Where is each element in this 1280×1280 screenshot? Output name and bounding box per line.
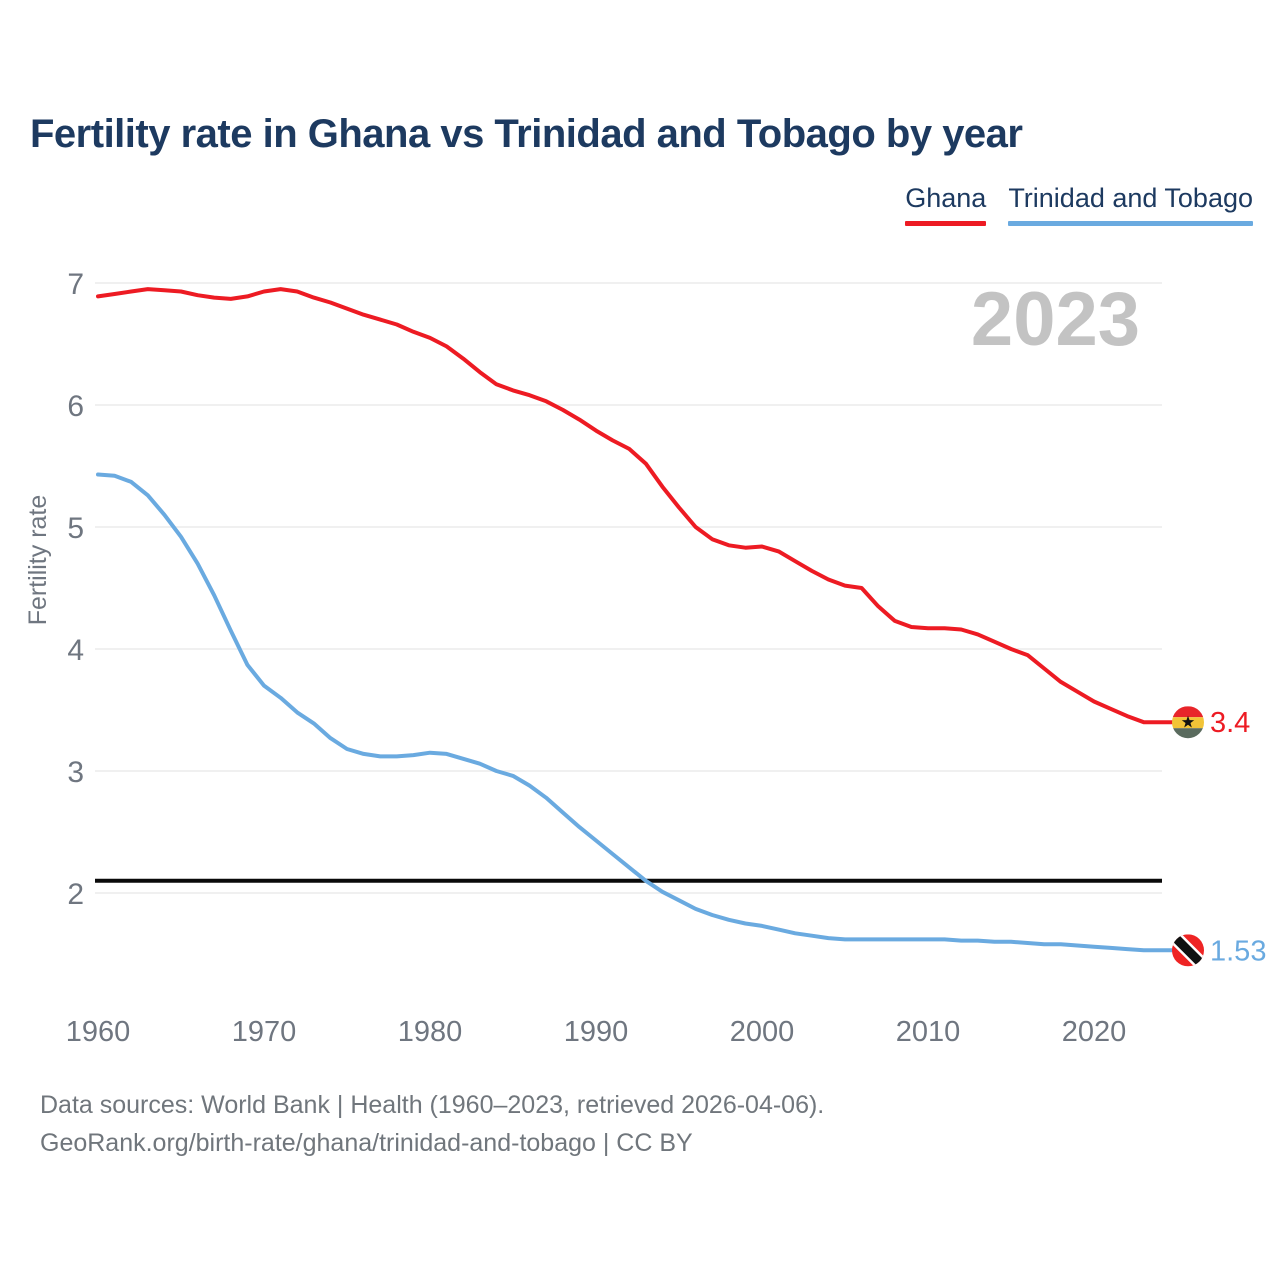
y-gridlines bbox=[95, 282, 1162, 894]
y-tick-6: 6 bbox=[67, 390, 84, 423]
legend-label-ghana: Ghana bbox=[905, 183, 987, 213]
y-tick-5: 5 bbox=[67, 512, 84, 545]
y-tick-4: 4 bbox=[67, 634, 84, 667]
x-tick-1990: 1990 bbox=[564, 1016, 629, 1048]
trinidad-and-tobago-flag-icon bbox=[1172, 934, 1204, 967]
legend: Ghana Trinidad and Tobago bbox=[905, 183, 1253, 226]
x-tick-2020: 2020 bbox=[1062, 1016, 1127, 1048]
x-tick-1970: 1970 bbox=[232, 1016, 297, 1048]
y-axis-title: Fertility rate bbox=[24, 495, 52, 626]
legend-item-ghana[interactable]: Ghana bbox=[905, 183, 987, 226]
trinidad-and-tobago-end-value-label: 1.53 bbox=[1210, 935, 1266, 967]
x-axis-tick-labels: 1960 1970 1980 1990 2000 2010 2020 bbox=[66, 1016, 1127, 1048]
page-title: Fertility rate in Ghana vs Trinidad and … bbox=[30, 112, 1023, 156]
footer-attribution-line: GeoRank.org/birth-rate/ghana/trinidad-an… bbox=[40, 1129, 693, 1157]
y-tick-3: 3 bbox=[67, 756, 84, 789]
footer: Data sources: World Bank | Health (1960–… bbox=[40, 1086, 824, 1162]
trinidad-and-tobago-line bbox=[96, 472, 1174, 953]
x-tick-2000: 2000 bbox=[730, 1016, 795, 1048]
ghana-end-value-label: 3.4 bbox=[1210, 707, 1250, 739]
footer-sources-line: Data sources: World Bank | Health (1960–… bbox=[40, 1091, 825, 1119]
y-tick-7: 7 bbox=[67, 268, 84, 301]
legend-label-trinidad-and-tobago: Trinidad and Tobago bbox=[1008, 183, 1253, 213]
ghana-flag-icon bbox=[1172, 706, 1204, 739]
x-tick-2010: 2010 bbox=[896, 1016, 961, 1048]
ghana-line bbox=[96, 287, 1174, 725]
watermark-year: 2023 bbox=[971, 277, 1140, 362]
legend-swatch-trinidad-and-tobago bbox=[1008, 221, 1253, 226]
x-tick-1960: 1960 bbox=[66, 1016, 131, 1048]
y-axis-tick-labels: 2 3 4 5 6 7 bbox=[67, 268, 84, 911]
legend-swatch-ghana bbox=[905, 221, 987, 226]
data-series bbox=[96, 287, 1174, 953]
legend-item-trinidad-and-tobago[interactable]: Trinidad and Tobago bbox=[1008, 183, 1253, 226]
series-end-markers: 3.4 1.53 bbox=[1172, 706, 1266, 967]
y-tick-2: 2 bbox=[67, 878, 84, 911]
x-tick-1980: 1980 bbox=[398, 1016, 463, 1048]
